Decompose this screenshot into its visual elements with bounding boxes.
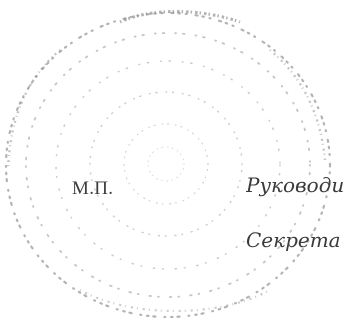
seal-rim-text-bottom	[79, 289, 271, 313]
seal-rim-text-top	[119, 10, 241, 24]
seal-third-ring	[55, 60, 281, 270]
seal-center-ring	[147, 146, 185, 182]
signatory-role-head: Руководи	[246, 173, 345, 197]
seal-second-ring	[25, 32, 311, 298]
signatory-role-secretary: Секрета	[246, 228, 341, 252]
seal-rim-text-right	[269, 49, 327, 161]
stamp-place-label: М.П.	[72, 178, 114, 199]
seal-outer-ring	[4, 11, 332, 319]
seal-core-ring	[123, 123, 209, 205]
seal-inner-ring	[89, 91, 243, 237]
seal-rim-text-left	[6, 49, 61, 171]
